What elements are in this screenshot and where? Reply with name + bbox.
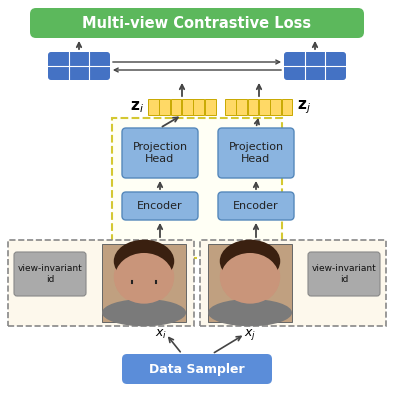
Bar [204,99,216,115]
Text: Projection
Head: Projection Head [229,142,284,164]
FancyBboxPatch shape [122,354,272,384]
Bar [182,99,193,115]
FancyBboxPatch shape [30,8,364,38]
Bar [259,99,270,115]
Text: Data Sampler: Data Sampler [149,362,245,375]
Ellipse shape [220,249,280,305]
Text: $\mathbf{z}_i$: $\mathbf{z}_i$ [130,99,144,115]
Ellipse shape [221,253,279,304]
Ellipse shape [115,253,173,304]
FancyBboxPatch shape [122,128,198,178]
Bar [270,99,281,115]
Bar [159,99,170,115]
FancyBboxPatch shape [14,252,86,296]
Text: Encoder: Encoder [137,201,183,211]
Bar [193,99,204,115]
Bar [236,99,247,115]
Bar [200,240,386,326]
FancyBboxPatch shape [48,52,110,80]
Text: $\mathit{x}_j$: $\mathit{x}_j$ [244,326,256,341]
Bar [282,99,292,115]
Bar [171,99,182,115]
Text: Encoder: Encoder [233,201,279,211]
Text: view-invariant
id: view-invariant id [18,264,82,284]
Bar [112,118,282,258]
FancyBboxPatch shape [218,128,294,178]
Text: $\mathbf{z}_j$: $\mathbf{z}_j$ [297,98,311,116]
FancyBboxPatch shape [308,252,380,296]
Ellipse shape [114,249,174,305]
Text: Multi-view Contrastive Loss: Multi-view Contrastive Loss [82,15,312,30]
FancyBboxPatch shape [284,52,346,80]
Text: view-invariant
id: view-invariant id [312,264,376,284]
Bar [208,244,292,322]
Ellipse shape [208,299,292,326]
Bar [225,99,236,115]
Bar [8,240,194,326]
Bar [148,99,159,115]
Bar [248,99,258,115]
FancyBboxPatch shape [122,192,198,220]
Text: $\mathit{x}_i$: $\mathit{x}_i$ [155,327,167,341]
Bar [102,244,186,322]
Ellipse shape [102,299,186,326]
Text: Projection
Head: Projection Head [132,142,188,164]
Ellipse shape [220,240,280,283]
Ellipse shape [114,240,174,283]
FancyBboxPatch shape [218,192,294,220]
